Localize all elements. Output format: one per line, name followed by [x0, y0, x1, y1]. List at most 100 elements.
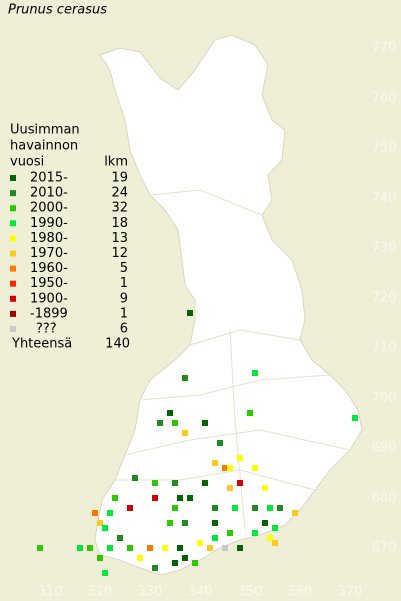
legend-swatch — [10, 326, 16, 332]
observation-square — [117, 535, 123, 541]
observation-square — [92, 510, 98, 516]
observation-square — [152, 565, 158, 571]
legend-swatch — [10, 235, 16, 242]
legend-label: 2015- — [30, 171, 68, 186]
observation-square — [187, 495, 193, 501]
y-tick-label: 710 — [372, 341, 397, 356]
observation-square — [127, 545, 133, 551]
species-title: Prunus cerasus — [8, 3, 107, 18]
legend-swatch — [10, 220, 16, 227]
observation-square — [202, 420, 208, 426]
legend-total-label: Yhteensä — [11, 337, 72, 352]
legend-swatch — [10, 205, 16, 212]
observation-square — [292, 510, 298, 516]
legend-label: 1990- — [30, 216, 68, 231]
observation-square — [127, 505, 133, 511]
legend-label: -1899 — [30, 306, 68, 321]
observation-square — [172, 480, 178, 486]
observation-square — [212, 460, 218, 466]
legend-label: 1970- — [30, 246, 68, 261]
legend-count-heading: lkm — [104, 155, 128, 170]
legend-swatch — [10, 310, 16, 317]
observation-square — [267, 505, 273, 511]
observation-square — [232, 505, 238, 511]
x-tick-label: 370 — [338, 585, 363, 600]
observation-square — [132, 475, 138, 481]
observation-square — [112, 495, 118, 501]
observation-square — [167, 520, 173, 526]
x-tick-label: 310 — [38, 585, 63, 600]
legend-label: 1950- — [30, 276, 68, 291]
observation-square — [107, 510, 113, 516]
observation-square — [252, 505, 258, 511]
observation-square — [172, 560, 178, 566]
observation-square — [187, 310, 193, 316]
observation-square — [177, 545, 183, 551]
observation-square — [152, 480, 158, 486]
observation-square — [252, 465, 258, 471]
observation-square — [227, 530, 233, 536]
legend-count: 18 — [111, 216, 128, 231]
observation-square — [352, 415, 358, 421]
observation-square — [237, 480, 243, 486]
observation-square — [167, 410, 173, 416]
x-tick-label: 320 — [88, 585, 113, 600]
observation-square — [102, 525, 108, 531]
legend-label: ??? — [36, 322, 57, 337]
legend-label: 2010- — [30, 186, 68, 201]
x-tick-label: 330 — [138, 585, 163, 600]
legend-count: 13 — [111, 231, 128, 246]
legend-swatch — [10, 265, 16, 272]
observation-square — [202, 480, 208, 486]
observation-square — [212, 520, 218, 526]
observation-square — [222, 465, 228, 471]
observation-square — [267, 535, 273, 541]
y-tick-label: 760 — [372, 91, 397, 106]
observation-square — [212, 535, 218, 541]
observation-square — [157, 420, 163, 426]
observation-square — [277, 505, 283, 511]
legend-swatch — [10, 295, 16, 302]
legend: 2015- 19 2010- 24 2000- 32 1990- 18 1980- 13 1970-… — [10, 171, 128, 337]
legend-count: 32 — [111, 201, 128, 216]
observation-square — [192, 560, 198, 566]
legend-heading: Uusimman — [10, 123, 80, 138]
y-tick-label: 770 — [372, 41, 397, 56]
legend-heading: havainnon — [10, 139, 78, 154]
legend-count: 6 — [120, 322, 128, 337]
observations — [37, 310, 358, 576]
grid: 310 320 330 340 350 360 370 670 680 690 700 710 720 7… — [38, 41, 397, 600]
y-tick-label: 740 — [372, 191, 397, 206]
legend-swatch — [10, 250, 16, 257]
observation-square — [182, 430, 188, 436]
y-tick-label: 750 — [372, 141, 397, 156]
legend-swatch — [10, 280, 16, 287]
legend-count: 19 — [111, 171, 128, 186]
observation-square — [252, 530, 258, 536]
observation-square — [107, 545, 113, 551]
observation-square — [147, 545, 153, 551]
observation-square — [182, 520, 188, 526]
y-tick-label: 720 — [372, 291, 397, 306]
observation-square — [77, 545, 83, 551]
x-tick-label: 340 — [188, 585, 213, 600]
observation-square — [272, 540, 278, 546]
observation-square — [222, 545, 228, 551]
observation-square — [97, 555, 103, 561]
observation-square — [237, 545, 243, 551]
observation-square — [182, 375, 188, 381]
observation-square — [262, 520, 268, 526]
legend-label: 1980- — [30, 231, 68, 246]
legend-count: 24 — [111, 186, 128, 201]
legend-heading: vuosi — [10, 155, 44, 170]
observation-square — [37, 545, 43, 551]
observation-square — [252, 370, 258, 376]
region-borders — [115, 189, 351, 531]
observation-square — [87, 545, 93, 551]
legend-label: 1960- — [30, 261, 68, 276]
legend-count: 1 — [120, 276, 128, 291]
observation-square — [177, 495, 183, 501]
legend-label: 1900- — [30, 291, 68, 306]
observation-square — [212, 505, 218, 511]
